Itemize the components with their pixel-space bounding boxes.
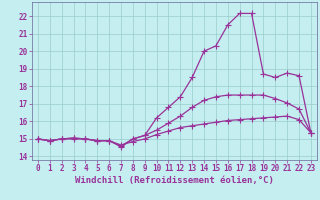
X-axis label: Windchill (Refroidissement éolien,°C): Windchill (Refroidissement éolien,°C) [75,176,274,185]
